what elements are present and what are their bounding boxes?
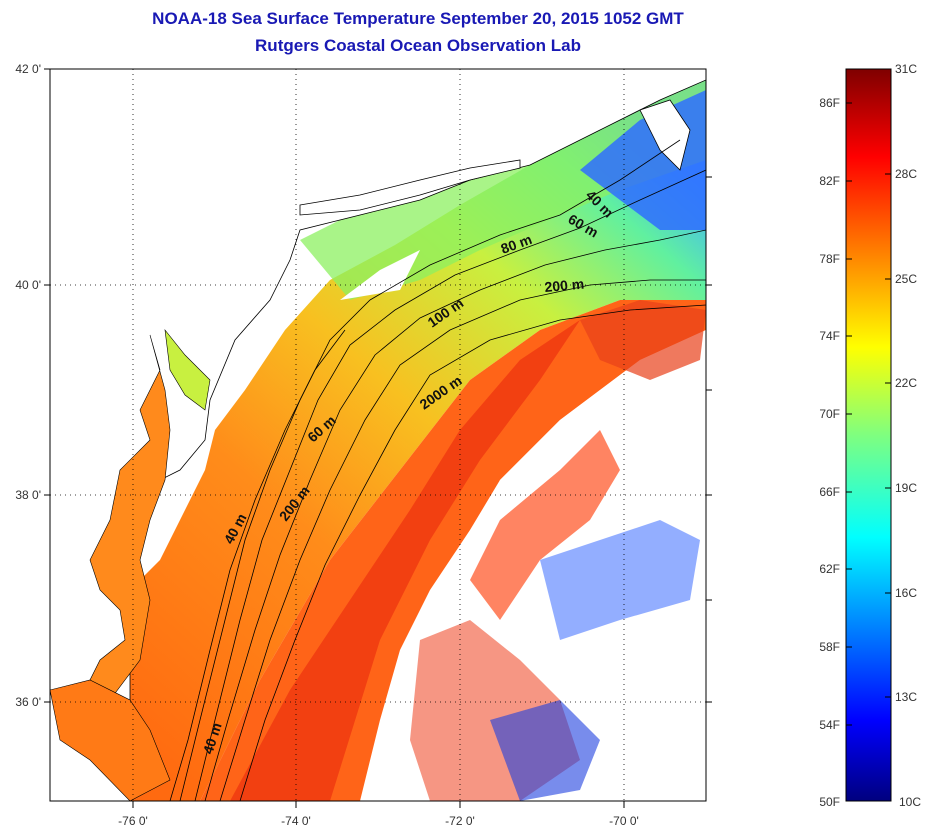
sst-imagery [50,69,706,801]
long-island [299,159,521,216]
lat-label-36: 36 0' [15,695,41,709]
colorbar-label-78f: 78F [819,252,840,266]
lon-label-72: -72 0' [445,814,475,828]
delaware-bay [164,328,211,411]
colorbar-label-25c: 25C [895,272,917,286]
colorbar-label-74f: 74F [819,329,840,343]
shelf-cool-band [300,75,706,300]
cloud-mask-2 [340,250,420,300]
colorbar-label-31c: 31C [895,62,917,76]
chesapeake-bay [79,334,171,701]
colorbar-label-86f: 86F [819,96,840,110]
colorbar-label-19c: 19C [895,481,917,495]
cloud-edge-2 [540,520,700,640]
bathymetry-contours [169,139,706,801]
colorbar-label-16c: 16C [895,586,917,600]
cape-cod [639,99,691,171]
colorbar [845,68,892,802]
colorbar-label-62f: 62F [819,562,840,576]
colorbar-label-10c: 10C [899,795,921,809]
colorbar-label-70f: 70F [819,407,840,421]
cloud-edge-1 [470,430,620,620]
contour-label-200m-ne: 200 m [544,276,585,295]
colorbar-label-58f: 58F [819,640,840,654]
lat-label-40: 40 0' [15,278,41,292]
lon-label-74: -74 0' [281,814,311,828]
map-subtitle: Rutgers Coastal Ocean Observation Lab [255,36,581,55]
lat-label-42: 42 0' [15,62,41,76]
pamlico-sound [50,679,171,801]
colorbar-label-82f: 82F [819,174,840,188]
graticule [50,69,706,801]
shelf-water [130,80,706,801]
colorbar-ticks [846,68,891,726]
cloud-edge-4 [490,700,600,801]
colorbar-label-28c: 28C [895,167,917,181]
gulf-stream-red [230,320,580,801]
lon-label-70: -70 0' [609,814,639,828]
axis-ticks [44,68,712,808]
lon-label-76: -76 0' [118,814,148,828]
colorbar-label-50f: 50F [819,795,840,809]
colorbar-label-13c: 13C [895,690,917,704]
lat-label-38: 38 0' [15,488,41,502]
map-frame [49,68,707,802]
map-title: NOAA-18 Sea Surface Temperature Septembe… [152,9,684,28]
colorbar-label-54f: 54F [819,718,840,732]
colorbar-label-66f: 66F [819,485,840,499]
colorbar-label-22c: 22C [895,376,917,390]
cloud-edge-5 [580,300,706,380]
